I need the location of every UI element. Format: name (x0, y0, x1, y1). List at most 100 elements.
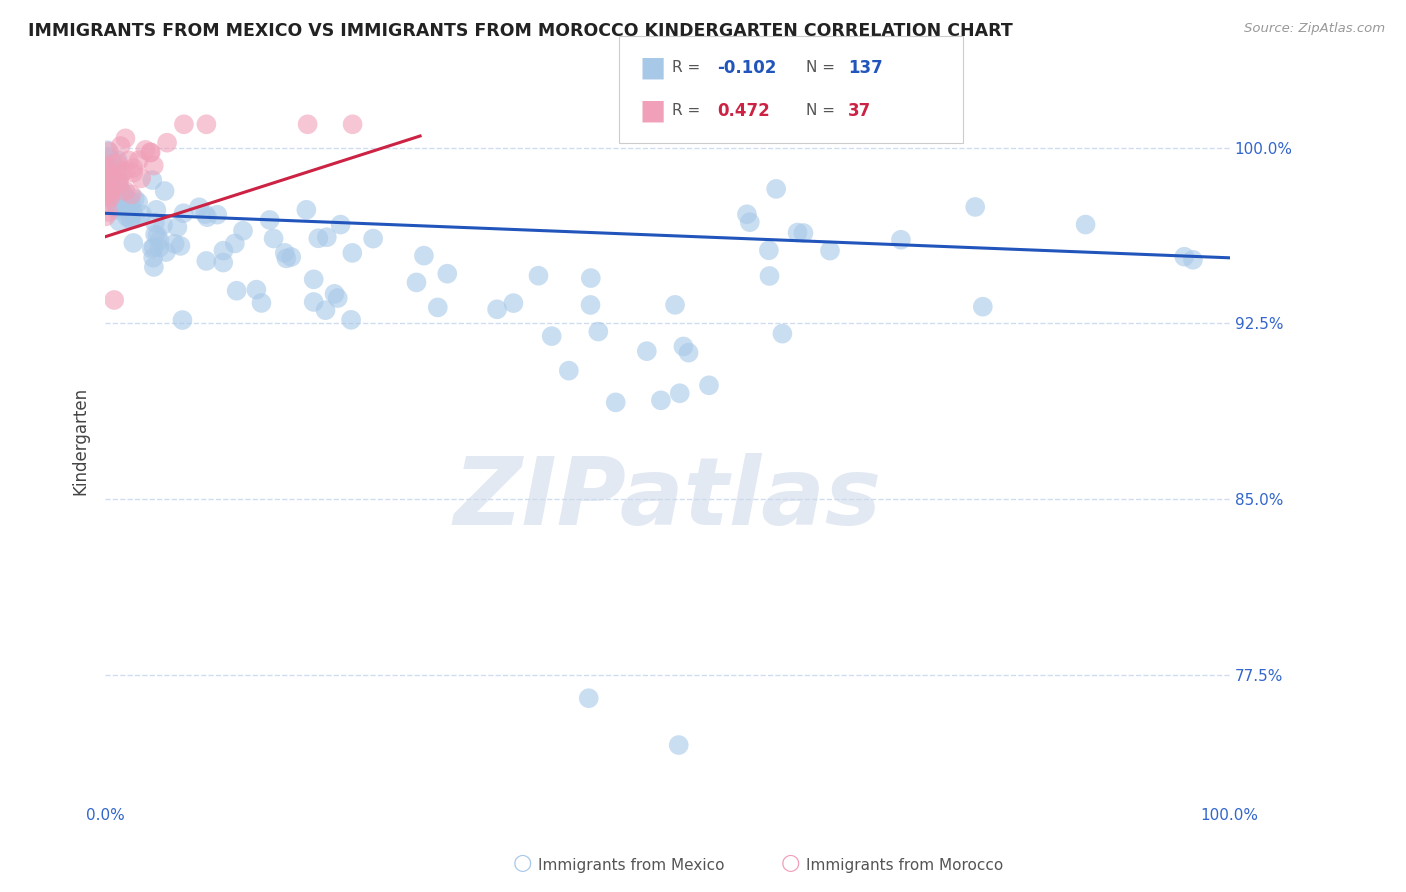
Point (195, 117, 218, 131)
Point (195, 210, 218, 224)
Text: Source: ZipAtlas.com: Source: ZipAtlas.com (1244, 22, 1385, 36)
Point (141, 173, 163, 187)
Point (194, 207, 217, 221)
Text: Immigrants from Morocco: Immigrants from Morocco (806, 858, 1002, 872)
Point (315, 303, 337, 318)
Point (100, 186, 122, 200)
Point (890, 233, 912, 247)
Point (108, 189, 131, 203)
Point (315, 230, 337, 244)
Point (636, 344, 658, 359)
Point (105, 177, 128, 191)
Text: N =: N = (806, 103, 835, 119)
Point (738, 215, 761, 229)
Point (118, 153, 141, 168)
Point (302, 295, 325, 310)
Point (103, 156, 125, 170)
Point (110, 194, 132, 208)
Text: ZIPatlas: ZIPatlas (453, 452, 882, 545)
Point (172, 313, 194, 327)
Point (134, 143, 156, 157)
Point (297, 117, 319, 131)
Point (97, 145, 120, 159)
Point (104, 186, 127, 200)
Point (758, 244, 780, 258)
Point (770, 326, 793, 341)
Point (104, 183, 127, 197)
Point (98, 184, 121, 198)
Point (111, 164, 134, 178)
Point (94, 159, 117, 173)
Point (169, 239, 191, 253)
Point (114, 164, 136, 178)
Point (114, 191, 136, 205)
Point (100, 169, 122, 184)
Point (120, 194, 142, 209)
Point (117, 203, 139, 218)
Point (212, 244, 235, 258)
Point (105, 162, 128, 177)
Point (173, 117, 195, 131)
Point (107, 194, 129, 209)
Text: 37: 37 (848, 102, 872, 120)
Point (342, 117, 364, 131)
Point (173, 206, 195, 220)
Text: Immigrants from Mexico: Immigrants from Mexico (538, 858, 725, 872)
Point (302, 272, 325, 286)
Point (115, 210, 138, 224)
Point (100, 152, 122, 166)
Point (97, 159, 120, 173)
Point (295, 202, 318, 217)
Point (107, 157, 129, 171)
Point (342, 246, 364, 260)
Point (121, 187, 143, 202)
Point (329, 218, 352, 232)
Point (212, 255, 235, 269)
Point (100, 179, 122, 194)
Point (94, 210, 117, 224)
Point (103, 293, 125, 307)
Point (107, 173, 129, 187)
Point (765, 182, 787, 196)
Point (697, 378, 720, 392)
Point (326, 291, 349, 305)
Point (605, 395, 627, 409)
Point (100, 165, 122, 179)
Point (224, 236, 246, 251)
Point (107, 177, 129, 191)
Point (323, 286, 346, 301)
Point (263, 231, 285, 245)
Point (103, 184, 125, 198)
Point (105, 201, 128, 215)
Point (97, 205, 120, 219)
Point (166, 220, 188, 235)
Point (118, 200, 141, 214)
Point (307, 231, 329, 245)
Point (108, 174, 131, 188)
Point (650, 393, 672, 408)
Point (413, 249, 436, 263)
Point (122, 161, 145, 175)
Point (579, 298, 602, 312)
Point (107, 185, 129, 199)
Point (527, 268, 550, 283)
Point (111, 185, 134, 199)
Point (152, 218, 174, 232)
Point (225, 284, 247, 298)
Point (103, 180, 125, 194)
Point (94, 179, 117, 194)
Point (735, 207, 758, 221)
Point (103, 180, 125, 194)
Point (142, 240, 165, 254)
Point (124, 192, 146, 206)
Point (207, 208, 229, 222)
Point (98, 183, 121, 197)
Point (108, 214, 131, 228)
Point (588, 325, 610, 339)
Point (96, 143, 118, 157)
Text: ■: ■ (640, 97, 666, 125)
Point (112, 194, 135, 208)
Point (100, 169, 122, 184)
Text: 137: 137 (848, 59, 883, 77)
Point (972, 300, 994, 314)
